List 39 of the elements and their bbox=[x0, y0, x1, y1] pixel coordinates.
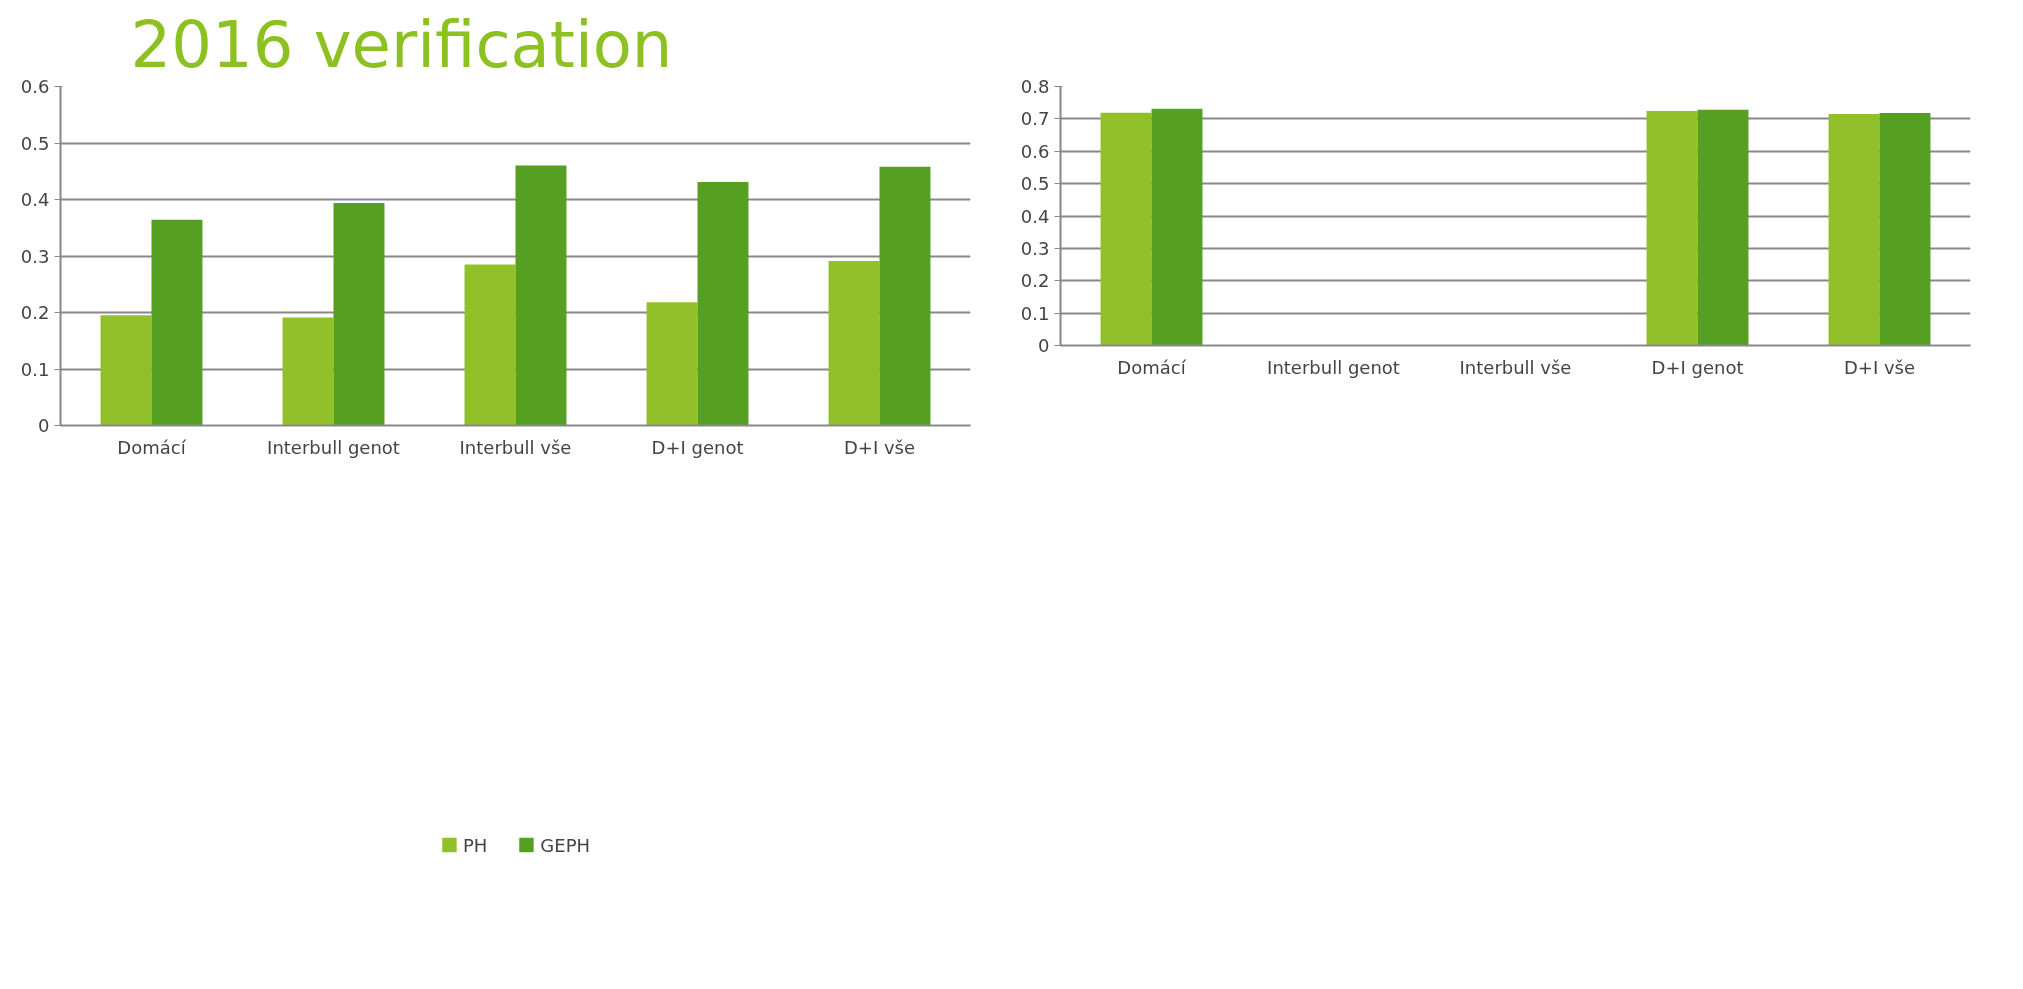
x-tick-label: Interbull genot bbox=[1267, 356, 1400, 378]
legend-label: GEPH bbox=[540, 834, 591, 856]
y-tick-label: 0.1 bbox=[20, 358, 50, 380]
bar bbox=[828, 261, 880, 426]
y-tick-label: 0.4 bbox=[1020, 205, 1050, 227]
y-tick-label: 0.1 bbox=[1020, 302, 1050, 324]
bar bbox=[464, 264, 516, 426]
y-tick-label: 0.5 bbox=[20, 132, 50, 154]
bar bbox=[646, 302, 698, 426]
bar bbox=[333, 202, 385, 426]
y-tick-label: 0.3 bbox=[20, 245, 50, 267]
bar bbox=[151, 219, 203, 426]
y-tick-label: 0.8 bbox=[1020, 76, 1050, 97]
y-tick-label: 0.3 bbox=[1020, 237, 1050, 259]
x-tick-label: Interbull genot bbox=[267, 436, 400, 458]
x-tick-label: Domácí bbox=[117, 436, 187, 458]
y-tick-label: 0 bbox=[38, 415, 50, 436]
bar bbox=[697, 181, 749, 426]
y-tick-label: 0.7 bbox=[1020, 108, 1050, 130]
chart-title: 2016 verification bbox=[130, 7, 673, 82]
y-tick-label: 0.5 bbox=[1020, 173, 1050, 195]
bar bbox=[879, 166, 931, 426]
bar bbox=[100, 315, 152, 426]
x-tick-label: D+I vše bbox=[1843, 356, 1916, 378]
y-tick-label: 0.6 bbox=[20, 76, 50, 97]
y-tick-label: 0 bbox=[1038, 335, 1050, 356]
x-tick-label: Domácí bbox=[1117, 356, 1187, 378]
x-tick-label: Interbull vše bbox=[1459, 356, 1572, 378]
y-tick-label: 0.6 bbox=[1020, 140, 1050, 162]
y-tick-label: 0.2 bbox=[1020, 270, 1050, 292]
bar bbox=[282, 317, 334, 426]
x-tick-label: D+I genot bbox=[651, 436, 744, 458]
x-tick-label: Interbull vše bbox=[459, 436, 572, 458]
bar bbox=[515, 165, 567, 426]
x-tick-label: D+I vše bbox=[843, 436, 916, 458]
y-tick-label: 0.2 bbox=[20, 302, 50, 323]
x-tick-label: D+I genot bbox=[1651, 356, 1744, 378]
y-tick-label: 0.4 bbox=[20, 189, 50, 210]
legend-label: PH bbox=[462, 834, 488, 856]
